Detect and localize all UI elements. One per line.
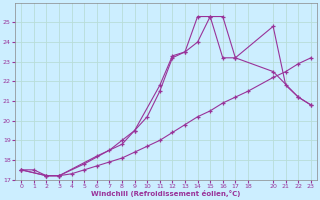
- X-axis label: Windchill (Refroidissement éolien,°C): Windchill (Refroidissement éolien,°C): [92, 190, 241, 197]
